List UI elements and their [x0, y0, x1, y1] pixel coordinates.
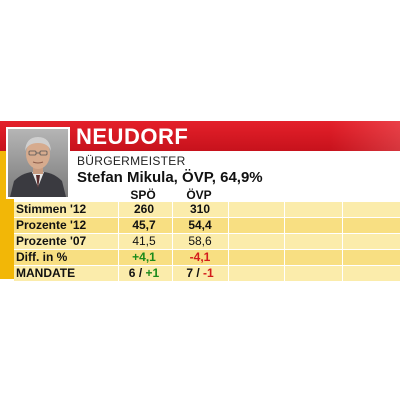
row-label: Prozente '12	[16, 218, 87, 232]
spo-seats: 6	[128, 266, 136, 280]
ovp-mandate: 7 / -1	[186, 266, 214, 280]
portrait-image	[8, 129, 68, 197]
spo-value: +4,1	[132, 250, 156, 264]
role-label: BÜRGERMEISTER	[77, 154, 186, 168]
table-row: Stimmen '12 260 310	[14, 202, 400, 218]
ovp-value: 310	[189, 202, 211, 216]
place-name: NEUDORF	[76, 124, 189, 149]
spo-seat-change: +1	[145, 266, 160, 280]
table-row: Prozente '07 41,5 58,6	[14, 234, 400, 250]
row-label: Prozente '07	[16, 234, 87, 248]
table-row: MANDATE 6 / +1 7 / -1	[14, 266, 400, 282]
results-table: Stimmen '12 260 310 Prozente '12 45,7 54…	[14, 202, 400, 282]
spo-value: 260	[133, 202, 155, 216]
spo-value: 41,5	[132, 234, 156, 248]
mayor-photo	[6, 127, 70, 199]
table-row: Prozente '12 45,7 54,4	[14, 218, 400, 234]
spo-value: 45,7	[132, 218, 156, 232]
election-result-card: NEUDORF ND BÜRGERMEISTER Stefan Mikula	[0, 121, 400, 341]
column-header-spo: SPÖ	[130, 188, 156, 202]
row-label: Stimmen '12	[16, 202, 87, 216]
district-label: ND	[0, 323, 14, 341]
row-label: Diff. in %	[16, 250, 68, 264]
column-header-ovp: ÖVP	[186, 188, 212, 202]
ovp-value: 58,6	[188, 234, 212, 248]
mayor-name: Stefan Mikula, ÖVP, 64,9%	[77, 169, 263, 186]
row-label: MANDATE	[16, 266, 76, 280]
table-row: Diff. in % +4,1 -4,1	[14, 250, 400, 266]
ovp-seats: 7	[186, 266, 193, 280]
spo-mandate: 6 / +1	[128, 266, 160, 280]
ovp-seat-change: -1	[203, 266, 214, 280]
ovp-value: 54,4	[188, 218, 212, 232]
ovp-value: -4,1	[189, 250, 211, 264]
